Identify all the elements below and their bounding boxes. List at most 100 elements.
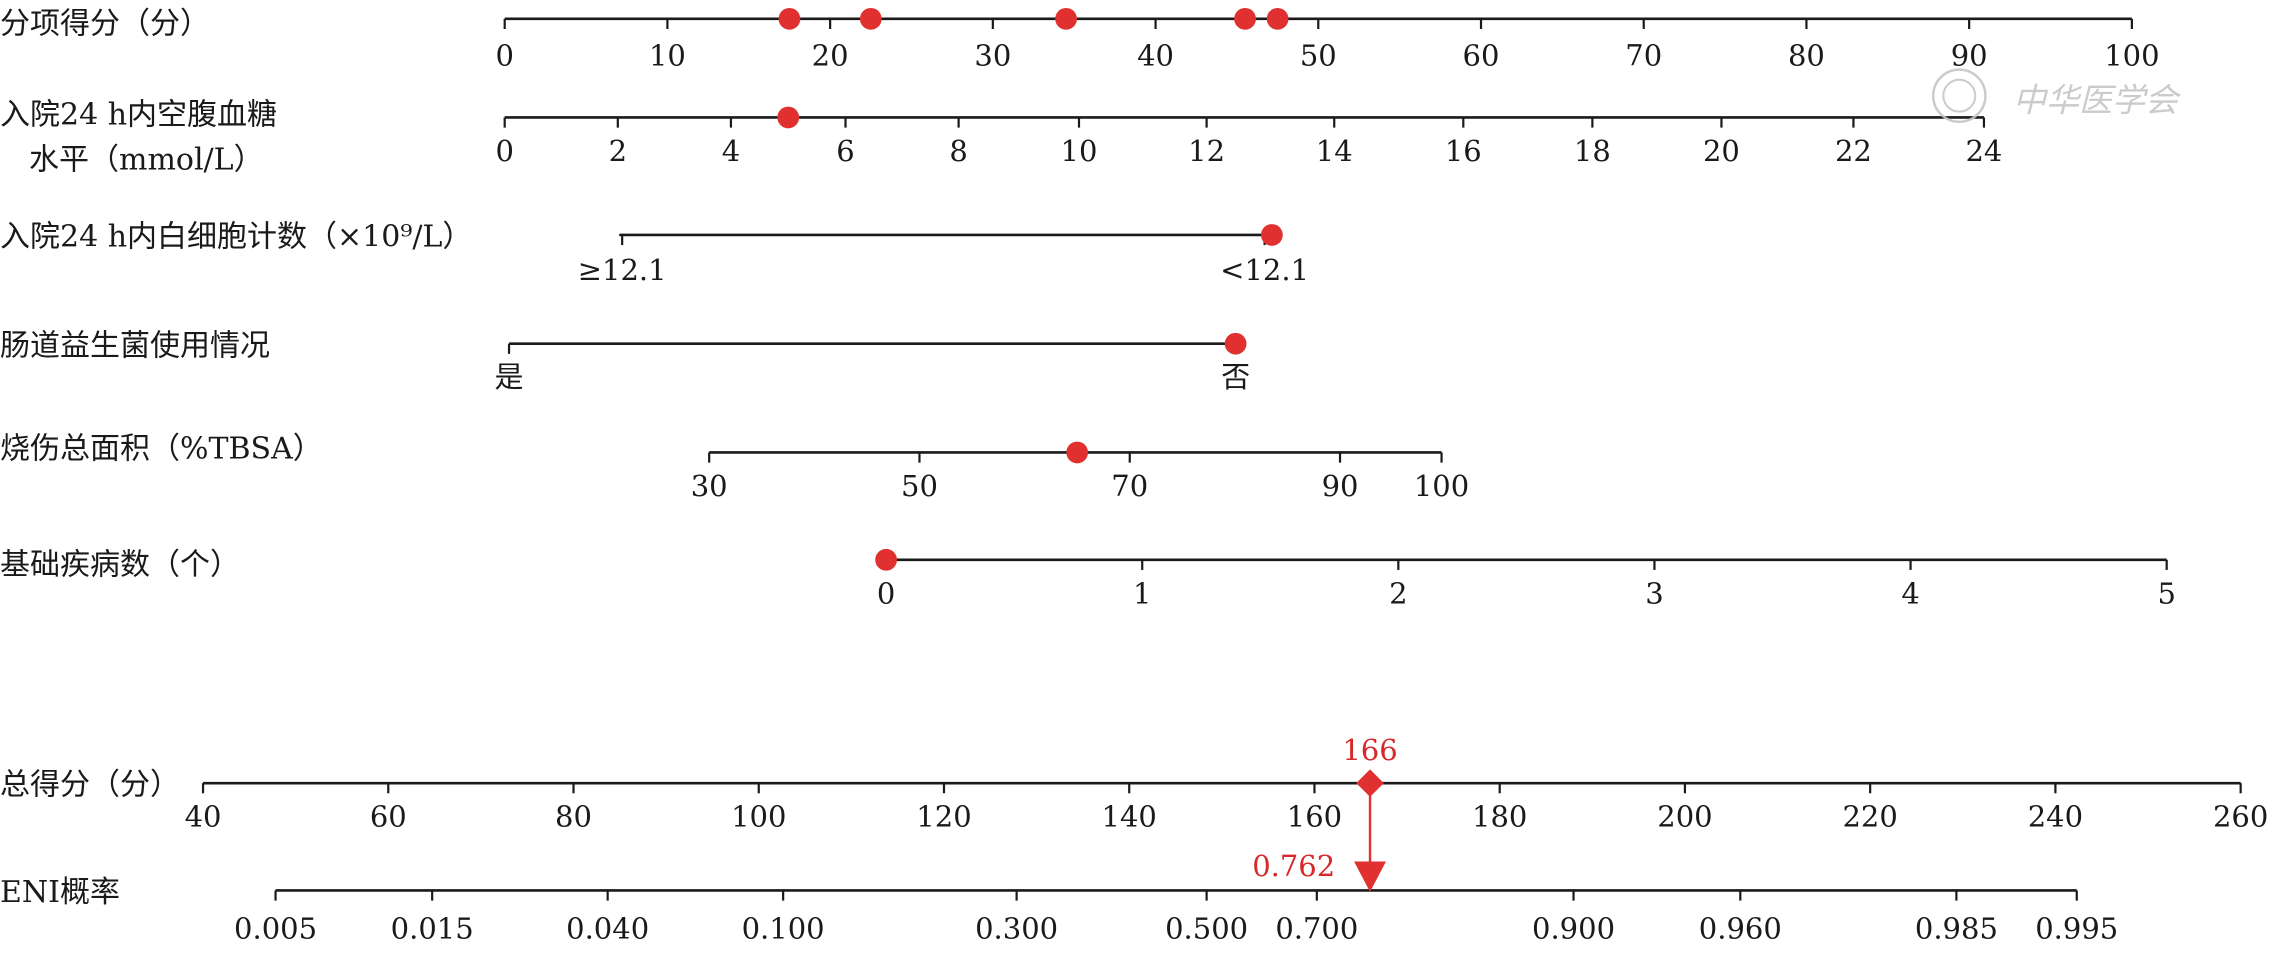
tick-label-tbsa: 90: [1322, 469, 1359, 503]
tick-label-total: 160: [1287, 800, 1342, 834]
point-marker-points: [1234, 7, 1256, 30]
point-marker-comorbidity: [875, 548, 897, 571]
tick-label-total: 220: [1842, 800, 1897, 834]
tick-label-glucose: 18: [1574, 134, 1611, 168]
tick-label-points: 60: [1463, 38, 1500, 72]
point-marker-points: [1055, 7, 1077, 30]
tick-label-prob: 0.100: [742, 911, 825, 945]
tick-label-prob: 0.985: [1915, 911, 1998, 945]
point-marker-tbsa: [1066, 441, 1089, 464]
tick-label-glucose: 6: [836, 134, 854, 168]
tick-label-points: 70: [1625, 38, 1662, 72]
tick-label-points: 40: [1137, 38, 1174, 72]
row-wbc: 入院24 h内白细胞计数（×10⁹/L） ≥12.1 <12.1: [0, 220, 1309, 287]
tick-label-prob: 0.960: [1699, 911, 1782, 945]
tick-label-tbsa: 100: [1414, 469, 1469, 503]
tick-label-points: 50: [1300, 38, 1337, 72]
tick-label-total: 100: [731, 800, 786, 834]
probability-triangle: [1354, 861, 1386, 892]
tick-label-prob: 0.900: [1532, 911, 1615, 945]
seal-icon: [1931, 68, 1987, 124]
tick-label-comorbidity: 1: [1133, 576, 1151, 610]
tick-label-total: 120: [916, 800, 971, 834]
row-prob: ENI概率 0.005 0.015 0.040 0.100 0.300 0.500 0.700…: [0, 875, 2118, 945]
row-label-glucose: 入院24 h内空腹血糖: [0, 98, 277, 133]
tick-label-glucose: 22: [1835, 134, 1872, 168]
tick-label-points: 80: [1788, 38, 1825, 72]
tick-label-glucose: 24: [1965, 134, 2002, 168]
tick-label-wbc: ≥12.1: [578, 253, 667, 287]
tick-label-points: 10: [649, 38, 686, 72]
tick-label-comorbidity: 2: [1389, 576, 1407, 610]
point-marker-glucose: [777, 106, 800, 129]
tick-label-comorbidity: 5: [2157, 576, 2175, 610]
tick-label-prob: 0.995: [2035, 911, 2118, 945]
tick-label-prob: 0.040: [566, 911, 649, 945]
tick-label-points: 20: [812, 38, 849, 72]
probability-value: 0.762: [1252, 849, 1335, 883]
tick-label-prob: 0.015: [391, 911, 474, 945]
tick-label-points: 0: [495, 38, 513, 72]
tick-label-comorbidity: 4: [1901, 576, 1919, 610]
tick-label-prob: 0.500: [1165, 911, 1248, 945]
point-marker-wbc: [1260, 224, 1283, 246]
tick-label-probiotics: 是: [495, 360, 524, 394]
total-score-value: 166: [1342, 733, 1397, 767]
tick-label-glucose: 2: [609, 134, 627, 168]
tick-label-glucose: 12: [1188, 134, 1225, 168]
tick-label-glucose: 4: [722, 134, 740, 168]
row-label-probiotics: 肠道益生菌使用情况: [0, 328, 270, 363]
tick-label-prob: 0.005: [234, 911, 317, 945]
tick-label-total: 180: [1472, 800, 1527, 834]
point-marker-points: [859, 7, 882, 30]
watermark-text: 中华医学会: [2013, 81, 2181, 120]
tick-label-total: 80: [555, 800, 592, 834]
row-label-comorbidity: 基础疾病数（个）: [0, 547, 240, 582]
tick-label-tbsa: 70: [1111, 469, 1148, 503]
point-marker-points: [1266, 7, 1289, 30]
tick-label-prob: 0.300: [975, 911, 1058, 945]
tick-label-comorbidity: 0: [877, 576, 895, 610]
row-label-tbsa: 烧伤总面积（%TBSA）: [0, 431, 323, 466]
point-marker-probiotics: [1224, 332, 1247, 355]
total-score-diamond: [1356, 769, 1384, 797]
tick-label-tbsa: 30: [691, 469, 728, 503]
tick-label-tbsa: 50: [901, 469, 938, 503]
tick-label-glucose: 16: [1445, 134, 1482, 168]
tick-label-glucose: 8: [949, 134, 967, 168]
row-label-points: 分项得分（分）: [0, 6, 210, 41]
row-points: 分项得分（分） 0 10 20 30 40 50 60 70 80 90 100: [0, 6, 2160, 72]
tick-label-probiotics: 否: [1221, 360, 1250, 394]
tick-label-total: 200: [1657, 800, 1712, 834]
seal-inner-ring: [1942, 78, 1977, 113]
tick-label-glucose: 20: [1703, 134, 1740, 168]
row-total: 总得分（分）40 60 80 100 120 140 160 180 200 220 240 260: [0, 768, 2268, 834]
row-label-total: 总得分（分）: [0, 768, 180, 803]
tick-label-glucose: 14: [1316, 134, 1353, 168]
row-label-wbc: 入院24 h内白细胞计数（×10⁹/L）: [0, 220, 472, 255]
tick-label-points: 90: [1951, 38, 1988, 72]
result-markers: 166 0.762: [1252, 733, 1398, 892]
tick-label-points: 30: [974, 38, 1011, 72]
tick-label-total: 140: [1102, 800, 1157, 834]
row-label-glucose: 水平（mmol/L）: [29, 143, 264, 178]
tick-label-wbc: <12.1: [1220, 253, 1309, 287]
tick-label-total: 40: [185, 800, 222, 834]
point-marker-points: [778, 7, 801, 30]
watermark: 中华医学会: [1931, 68, 2181, 124]
tick-label-points: 100: [2104, 38, 2159, 72]
tick-label-glucose: 0: [495, 134, 513, 168]
tick-label-total: 260: [2213, 800, 2268, 834]
row-tbsa: 烧伤总面积（%TBSA） 30 50 70 90 100: [0, 431, 1469, 503]
row-label-prob: ENI概率: [0, 875, 120, 910]
tick-label-prob: 0.700: [1275, 911, 1358, 945]
tick-label-total: 240: [2028, 800, 2083, 834]
tick-label-glucose: 10: [1061, 134, 1098, 168]
row-comorbidity: 基础疾病数（个） 0 1 2 3 4 5: [0, 547, 2176, 610]
tick-label-comorbidity: 3: [1645, 576, 1663, 610]
tick-label-total: 60: [370, 800, 407, 834]
